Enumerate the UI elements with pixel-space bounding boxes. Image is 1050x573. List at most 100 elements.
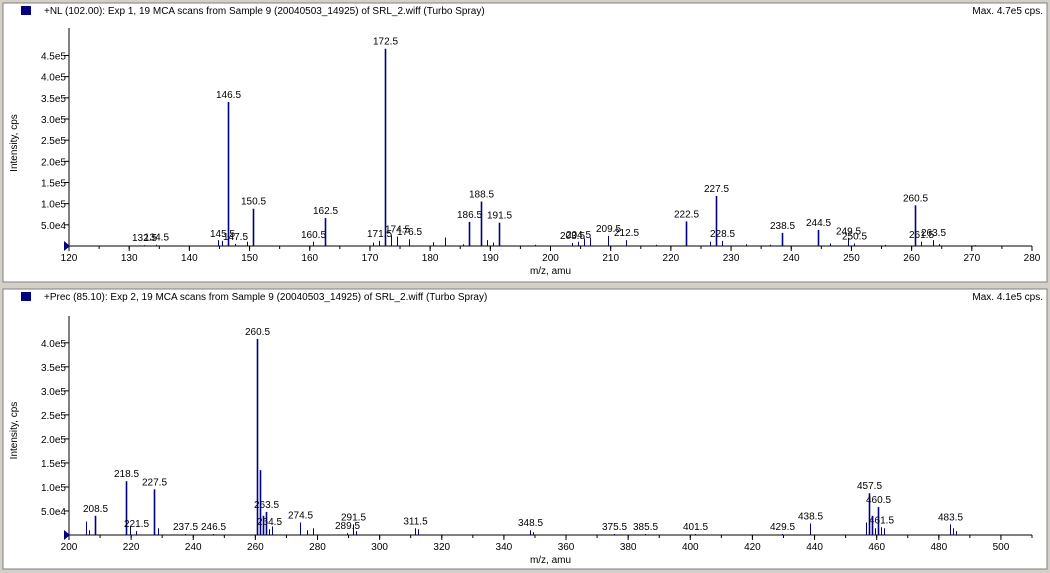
max-intensity-label: Max. 4.7e5 cps. [972, 6, 1043, 17]
x-tick-label: 220 [663, 253, 680, 264]
peak-label: 264.5 [257, 517, 282, 528]
peak-label: 401.5 [683, 522, 708, 533]
peak-label: 160.5 [301, 230, 326, 241]
x-tick-label: 300 [371, 542, 388, 553]
peaks: 208.5 218.5 221.5 227.5 237.5 246.5 260.5 263.5… [83, 327, 963, 535]
x-tick-label: 420 [744, 542, 761, 553]
axes: 120 130 140 150 160 170 180 190 200 210 220 230 240 2… [41, 28, 1041, 264]
peak-label: 249.5 [836, 226, 861, 237]
peak-label: 291.5 [341, 512, 366, 523]
peak-label: 460.5 [866, 495, 891, 506]
peak-label: 174.5 [385, 225, 410, 236]
series-color-icon[interactable] [21, 6, 31, 15]
peak-label: 209.5 [596, 224, 621, 235]
y-tick-label: 4.0e5 [41, 339, 66, 350]
y-tick-label: 1.5e5 [41, 459, 66, 470]
y-tick-label: 1.0e5 [41, 483, 66, 494]
y-tick-label: 3.0e5 [41, 387, 66, 398]
panel-header: +NL (102.00): Exp 1, 19 MCA scans from S… [44, 6, 485, 17]
x-tick-label: 140 [181, 253, 198, 264]
peak-label: 237.5 [173, 522, 198, 533]
x-tick-label: 130 [121, 253, 138, 264]
peak-label: 250.5 [842, 231, 867, 242]
y-tick-label: 3.5e5 [41, 363, 66, 374]
x-tick-label: 190 [482, 253, 499, 264]
x-tick-label: 480 [930, 542, 947, 553]
peak-label: 244.5 [806, 218, 831, 229]
peak-label: 212.5 [614, 228, 639, 239]
peak-label: 208.5 [83, 504, 108, 515]
peak-label: 147.5 [223, 232, 248, 243]
y-tick-label: 2.5e5 [41, 136, 66, 147]
x-tick-label: 250 [843, 253, 860, 264]
peak-label: 260.5 [245, 327, 270, 338]
peak-label: 246.5 [201, 522, 226, 533]
panel-header: +Prec (85.10): Exp 2, 19 MCA scans from … [44, 292, 487, 303]
x-tick-label: 240 [185, 542, 202, 553]
x-tick-label: 150 [241, 253, 258, 264]
x-tick-label: 240 [783, 253, 800, 264]
x-tick-label: 270 [963, 253, 980, 264]
x-tick-label: 400 [682, 542, 699, 553]
y-tick-label: 3.5e5 [41, 94, 66, 105]
spectrum-panel-2: +Prec (85.10): Exp 2, 19 MCA scans from … [2, 288, 1048, 570]
y-tick-label: 4.5e5 [41, 51, 66, 62]
peak-label: 385.5 [633, 522, 658, 533]
x-tick-label: 280 [1024, 253, 1041, 264]
y-tick-label: 1.0e5 [41, 200, 66, 211]
peak-label: 438.5 [798, 511, 823, 522]
peak-label: 145.5 [210, 229, 235, 240]
x-tick-label: 170 [362, 253, 379, 264]
peak-label: 204.5 [566, 230, 591, 241]
baseline-marker-icon [64, 241, 70, 251]
y-tick-label: 1.5e5 [41, 178, 66, 189]
peak-label: 311.5 [403, 516, 428, 527]
x-tick-label: 220 [123, 542, 140, 553]
spectrum-panel-1: +NL (102.00): Exp 1, 19 MCA scans from S… [2, 2, 1048, 283]
y-tick-label: 2.0e5 [41, 157, 66, 168]
peak-label: 263.5 [254, 500, 279, 511]
peak-label: 221.5 [124, 519, 149, 530]
peak-label: 457.5 [857, 481, 882, 492]
x-tick-label: 230 [723, 253, 740, 264]
peak-label: 227.5 [142, 477, 167, 488]
peak-label: 172.5 [373, 37, 398, 48]
x-tick-label: 440 [806, 542, 823, 553]
peak-label: 289.5 [335, 521, 360, 532]
max-intensity-label: Max. 4.1e5 cps. [972, 292, 1043, 303]
peak-label: 188.5 [469, 190, 494, 201]
peak-label: 261.5 [909, 230, 934, 241]
x-tick-label: 280 [309, 542, 326, 553]
x-tick-label: 360 [558, 542, 575, 553]
peak-label: 186.5 [457, 210, 482, 221]
peak-label: 176.5 [397, 227, 422, 238]
x-tick-label: 340 [496, 542, 513, 553]
peak-label: 238.5 [770, 221, 795, 232]
x-tick-label: 260 [247, 542, 264, 553]
peak-label: 263.5 [921, 228, 946, 239]
y-axis-title: Intensity, cps [9, 114, 20, 172]
x-tick-label: 320 [433, 542, 450, 553]
peak-label: 274.5 [288, 511, 313, 522]
y-tick-label: 5.0e4 [41, 221, 66, 232]
peak-label: 348.5 [518, 518, 543, 529]
peak-label: 203.5 [560, 231, 585, 242]
x-axis-title: m/z, amu [530, 555, 571, 566]
series-color-icon[interactable] [21, 292, 31, 301]
y-tick-label: 2.0e5 [41, 435, 66, 446]
y-tick-label: 2.5e5 [41, 411, 66, 422]
x-tick-label: 160 [301, 253, 318, 264]
x-tick-label: 200 [542, 253, 559, 264]
peak-label: 134.5 [144, 233, 169, 244]
peak-label: 483.5 [938, 512, 963, 523]
y-tick-label: 5.0e4 [41, 507, 66, 518]
peak-label: 162.5 [313, 206, 338, 217]
x-tick-label: 210 [602, 253, 619, 264]
peak-label: 429.5 [770, 522, 795, 533]
peak-label: 150.5 [241, 197, 266, 208]
axes: 200 220 240 260 280 300 320 340 360 380 400 420 440 4… [41, 316, 1033, 553]
x-tick-label: 460 [868, 542, 885, 553]
peak-label: 222.5 [674, 209, 699, 220]
